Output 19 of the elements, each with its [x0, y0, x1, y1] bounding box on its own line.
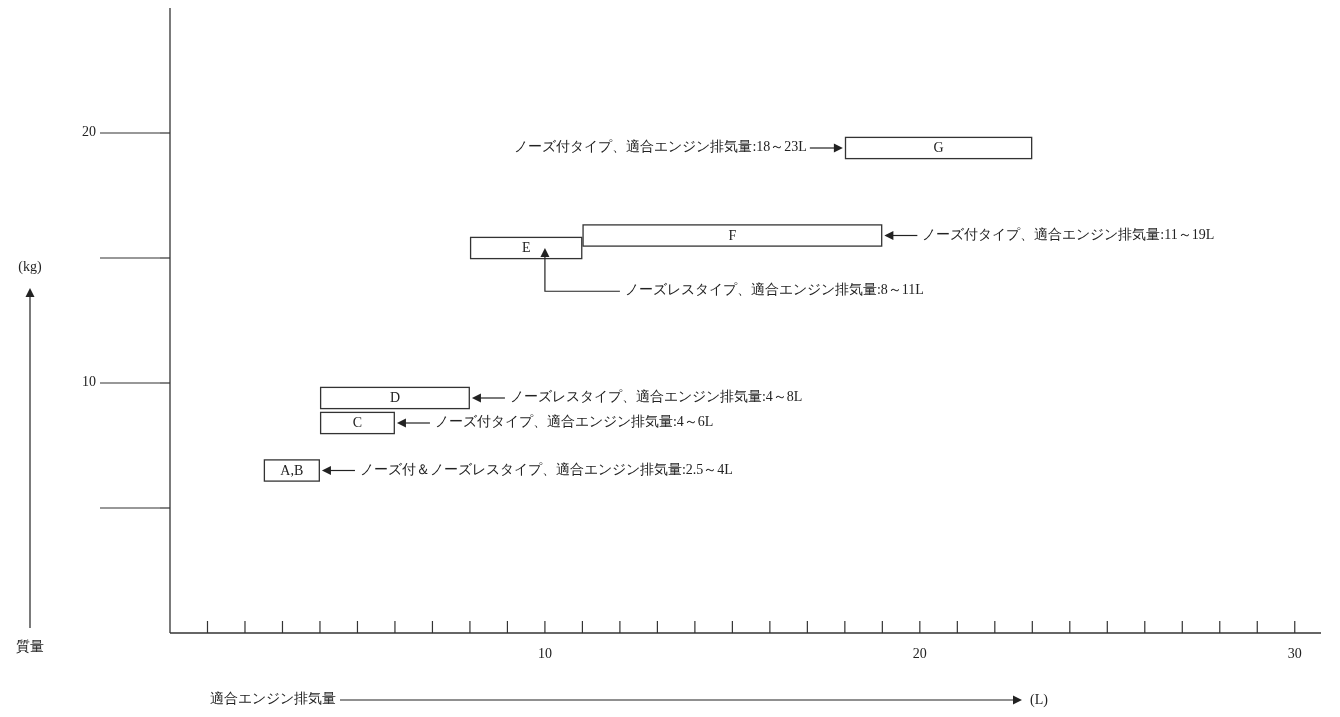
series-label: C	[352, 415, 363, 431]
series-label: G	[933, 140, 944, 156]
x-tick-label: 30	[1287, 646, 1302, 662]
annotation: ノーズ付タイプ、適合エンジン排気量:4～6L	[396, 414, 714, 430]
annotation: ノーズ付タイプ、適合エンジン排気量:18～23L	[514, 139, 843, 155]
series-label: F	[728, 227, 737, 243]
x-axis-title: 適合エンジン排気量	[210, 691, 336, 707]
annotation: ノーズ付タイプ、適合エンジン排気量:11～19L	[884, 226, 1215, 242]
text: (L)	[1030, 692, 1049, 709]
x-tick-label: 20	[912, 646, 927, 662]
annotation: ノーズレスタイプ、適合エンジン排気量:4～8L	[471, 389, 803, 405]
series-label: D	[389, 390, 401, 406]
y-axis-title: 質量	[16, 639, 44, 655]
x-tick-label: 10	[537, 646, 552, 662]
series-label: A,B	[280, 462, 304, 478]
series-label: E	[521, 240, 531, 256]
annotation: ノーズ付＆ノーズレスタイプ、適合エンジン排気量:2.5～4L	[321, 461, 733, 477]
text: (kg)	[18, 259, 42, 276]
annotation: ノーズレスタイプ、適合エンジン排気量:8～11L	[624, 282, 924, 298]
